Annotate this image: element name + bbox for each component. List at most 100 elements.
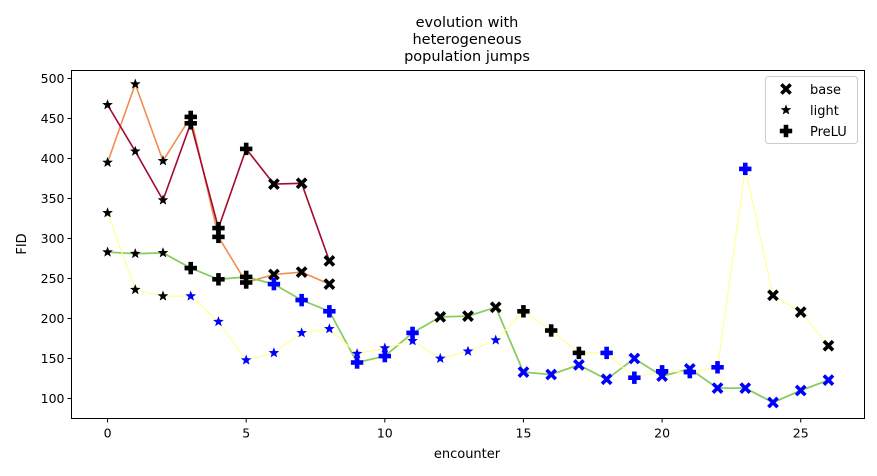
legend-label-light: light (810, 104, 839, 119)
data-point-2-26 (822, 374, 835, 386)
x-tick-label-15: 15 (516, 426, 532, 441)
chart-title-line-2: heterogeneous (412, 32, 521, 48)
chart-title-line-3: population jumps (404, 49, 530, 65)
data-point-3-20 (655, 365, 669, 378)
data-point-2-13 (462, 310, 474, 322)
data-point-2-24 (767, 396, 779, 409)
data-point-1-4 (212, 221, 225, 235)
x-tick-label-25: 25 (793, 426, 809, 441)
data-point-2-3 (184, 261, 197, 275)
y-tick-label-400: 400 (41, 151, 65, 166)
data-point-1-6 (268, 178, 280, 190)
chart-title-line-1: evolution with (416, 15, 519, 31)
x-tick-label-5: 5 (242, 426, 250, 441)
y-tick-label-300: 300 (41, 231, 65, 246)
data-point-3-19 (628, 371, 641, 384)
data-point-3-1 (129, 284, 141, 295)
data-point-2-17 (573, 359, 585, 371)
data-point-2-23 (739, 382, 752, 394)
data-point-3-5 (240, 354, 252, 365)
data-point-1-1 (129, 145, 141, 156)
data-point-2-14 (489, 301, 502, 314)
data-point-3-6 (268, 347, 280, 358)
data-point-2-16 (545, 368, 558, 381)
y-tick-label-450: 450 (41, 111, 65, 126)
data-point-3-23 (739, 162, 752, 176)
data-point-2-22 (711, 382, 724, 394)
data-point-2-7 (295, 293, 308, 307)
data-point-3-26 (822, 339, 835, 352)
series-lines (106, 83, 829, 404)
legend-label-base: base (810, 83, 841, 98)
data-point-1-2 (157, 194, 169, 205)
y-tick-label-250: 250 (41, 271, 65, 286)
data-point-2-19 (628, 352, 641, 365)
data-point-3-21 (683, 365, 697, 379)
x-axis-label: encounter (434, 447, 501, 462)
y-tick-label-100: 100 (41, 391, 65, 406)
data-point-0-7 (295, 266, 308, 278)
x-tick-label-10: 10 (377, 426, 393, 441)
data-point-3-11 (407, 335, 418, 346)
legend-label-prelu: PreLU (810, 125, 847, 140)
data-point-3-4 (213, 316, 224, 327)
legend-symbol-base (780, 83, 792, 95)
data-point-0-1 (129, 78, 141, 89)
data-point-2-4 (212, 273, 225, 286)
y-axis-label: FID (15, 233, 30, 254)
data-point-3-8 (324, 323, 335, 334)
data-point-2-15 (517, 366, 530, 378)
data-point-3-9 (351, 348, 363, 359)
data-point-0-4 (212, 230, 225, 244)
data-point-2-8 (323, 305, 336, 318)
data-point-1-7 (295, 177, 308, 190)
data-point-3-15 (517, 305, 530, 318)
x-tick-label-0: 0 (104, 426, 112, 441)
data-point-0-0 (102, 156, 113, 168)
data-point-3-18 (600, 346, 613, 360)
series-markers (102, 78, 835, 409)
data-point-0-8 (323, 278, 336, 290)
data-point-0-2 (157, 155, 169, 166)
data-point-2-6 (267, 277, 281, 291)
legend-symbol-light (780, 104, 792, 115)
x-tick-label-20: 20 (654, 426, 670, 441)
data-point-3-2 (157, 290, 169, 301)
data-point-2-0 (102, 246, 113, 257)
data-point-3-16 (544, 324, 558, 337)
data-point-3-25 (794, 306, 807, 318)
data-point-3-17 (572, 346, 586, 360)
data-point-3-22 (711, 361, 724, 374)
data-point-2-5 (239, 270, 253, 284)
data-point-2-10 (378, 349, 392, 363)
plot-frame (71, 70, 865, 419)
data-point-1-5 (239, 142, 253, 156)
y-tick-label-350: 350 (41, 191, 65, 206)
data-point-3-12 (434, 352, 446, 364)
y-tick-label-500: 500 (41, 71, 65, 86)
data-point-2-12 (434, 311, 447, 323)
data-point-1-8 (323, 255, 336, 267)
data-point-3-0 (102, 207, 113, 218)
data-point-3-14 (490, 334, 502, 345)
series-line-2 (107, 251, 829, 404)
y-tick-label-200: 200 (41, 311, 65, 326)
data-point-2-9 (350, 356, 364, 369)
data-point-2-1 (129, 248, 141, 259)
data-point-2-18 (600, 373, 613, 386)
y-tick-label-150: 150 (41, 351, 65, 366)
data-point-3-13 (462, 345, 474, 356)
data-point-1-3 (184, 117, 197, 130)
data-point-3-7 (296, 327, 307, 338)
data-point-3-10 (379, 342, 391, 353)
data-point-0-6 (268, 268, 280, 281)
data-point-3-3 (185, 290, 197, 301)
legend: base light PreLU (765, 76, 858, 144)
legend-symbol-prelu (779, 124, 793, 138)
data-point-2-25 (794, 384, 807, 397)
data-point-2-11 (406, 326, 419, 340)
data-point-0-3 (184, 110, 197, 124)
data-point-2-2 (157, 247, 169, 258)
data-point-1-0 (102, 99, 113, 110)
